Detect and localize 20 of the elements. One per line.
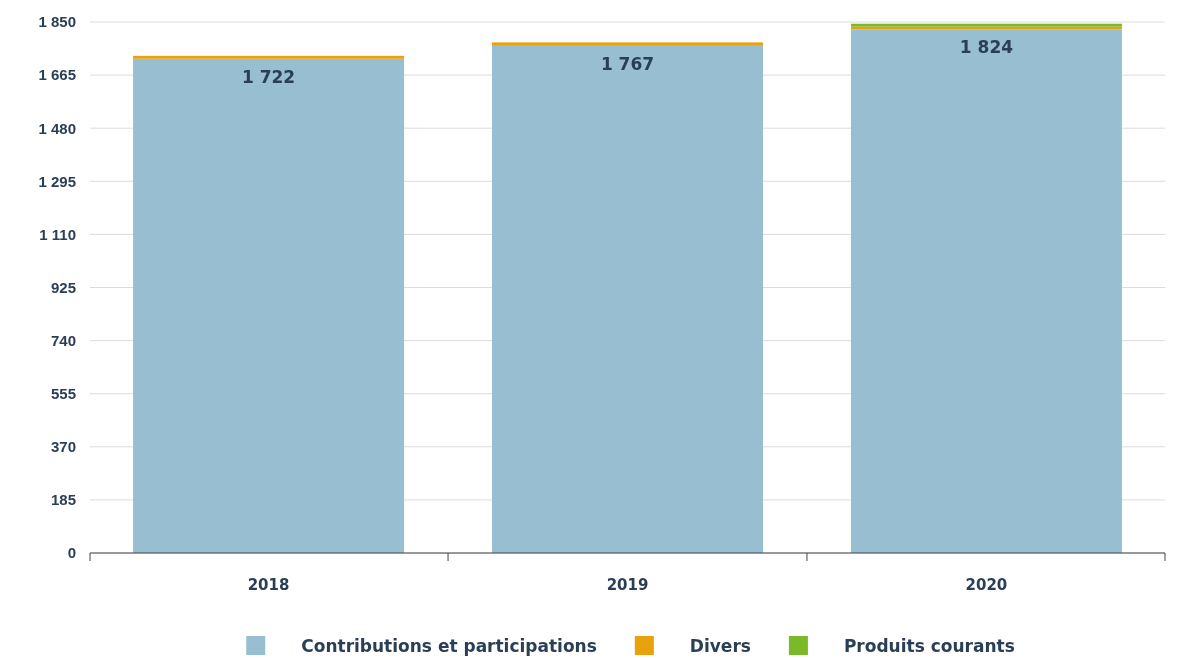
data-label: 1 767	[600, 53, 655, 74]
y-tick-label: 555	[50, 385, 76, 402]
y-tick-label: 370	[50, 438, 76, 456]
y-tick-label: 1 480	[38, 119, 76, 137]
y-tick-label: 1 110	[39, 225, 76, 243]
y-tick-label: 1 295	[38, 172, 76, 190]
y-tick-label: 1 665	[38, 66, 76, 84]
x-tick-label: 2020	[965, 576, 1008, 594]
legend-label: Contributions et participations	[301, 636, 597, 656]
y-tick-label: 1 850	[38, 13, 76, 31]
y-tick-label: 740	[50, 331, 76, 349]
y-tick-label: 0	[67, 544, 76, 562]
data-label: 1 722	[241, 66, 296, 87]
x-tick-label: 2019	[606, 576, 649, 594]
y-tick-label: 925	[50, 278, 76, 296]
data-label: 1 824	[959, 37, 1014, 58]
y-tick-label: 185	[50, 491, 76, 509]
legend-label: Divers	[689, 636, 751, 656]
legend-label: Produits courants	[843, 636, 1015, 656]
x-tick-label: 2018	[247, 576, 290, 594]
